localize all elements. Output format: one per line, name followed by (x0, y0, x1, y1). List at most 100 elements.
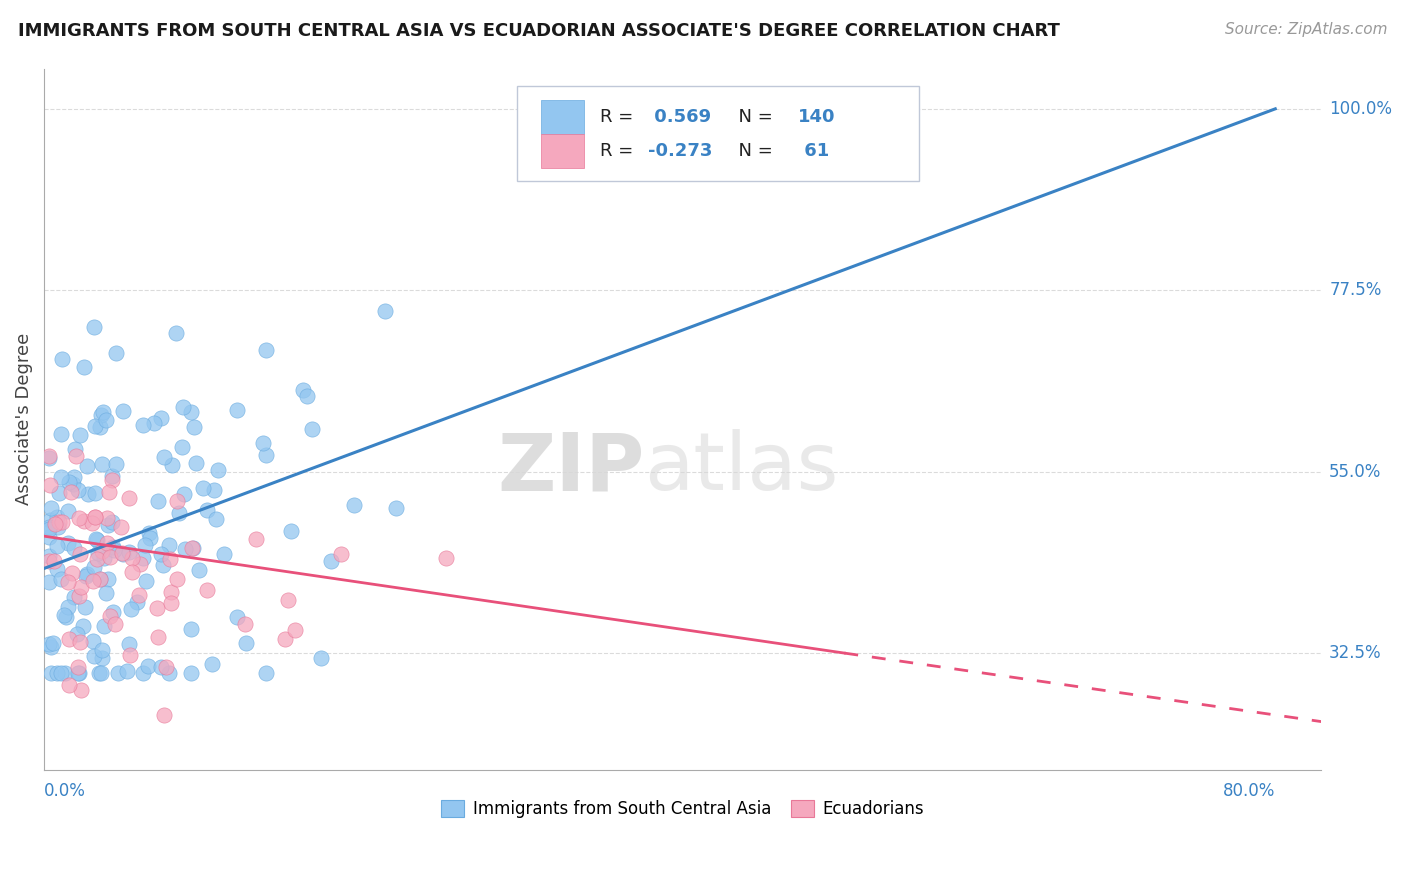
Point (169, 506, 191, 520)
Point (86, 552, 108, 566)
Point (235, 617, 257, 632)
Point (93, 551, 115, 566)
Point (129, 557, 152, 571)
Point (76, 567, 98, 582)
Point (146, 601, 169, 615)
Point (67, 666, 90, 681)
Point (115, 664, 138, 678)
Point (118, 491, 141, 505)
Point (225, 402, 247, 417)
Point (201, 657, 224, 672)
Point (101, 605, 124, 619)
Point (148, 630, 170, 644)
Point (195, 583, 218, 598)
Point (69, 547, 91, 561)
Point (51, 427, 73, 442)
Point (55, 610, 77, 624)
Point (83, 648, 105, 663)
Point (42, 636, 65, 650)
Point (67, 483, 90, 497)
Point (49, 666, 72, 681)
Point (252, 435, 274, 450)
Point (97, 573, 120, 587)
Text: 80.0%: 80.0% (1223, 782, 1275, 800)
Point (89, 420, 111, 434)
Point (245, 532, 267, 546)
Point (65, 442, 87, 456)
Point (63, 590, 86, 604)
Point (155, 660, 177, 674)
Point (121, 565, 143, 579)
Point (38, 522, 60, 536)
Point (274, 632, 297, 646)
Point (342, 498, 364, 512)
Point (104, 346, 127, 360)
Point (58, 678, 80, 692)
Point (69, 427, 91, 442)
Point (97, 517, 120, 532)
Point (112, 403, 135, 417)
Point (254, 666, 277, 681)
Point (162, 458, 184, 472)
Point (87, 546, 110, 560)
Point (103, 543, 125, 558)
Point (67, 590, 90, 604)
Point (111, 545, 134, 559)
Point (143, 416, 166, 430)
Point (66, 626, 89, 640)
Point (111, 547, 134, 561)
Point (98, 609, 121, 624)
Point (183, 420, 205, 434)
Point (180, 405, 202, 419)
Point (96, 511, 118, 525)
Point (110, 520, 132, 534)
Point (104, 616, 127, 631)
Point (96, 586, 118, 600)
Point (39, 501, 62, 516)
Point (121, 551, 143, 566)
Point (51, 515, 73, 529)
Point (101, 473, 124, 487)
Y-axis label: Associate's Degree: Associate's Degree (15, 333, 32, 506)
Point (69, 635, 91, 649)
Point (90, 408, 112, 422)
Point (58, 475, 80, 490)
Point (93, 619, 115, 633)
Text: 100.0%: 100.0% (1329, 100, 1392, 118)
Point (195, 503, 218, 517)
Point (157, 666, 180, 681)
Point (165, 326, 187, 340)
Point (48, 486, 70, 500)
Text: atlas: atlas (644, 429, 839, 508)
Point (38, 450, 60, 465)
Point (87, 666, 110, 681)
Point (226, 610, 249, 624)
Point (205, 512, 228, 526)
Point (38, 554, 60, 568)
Point (65, 449, 87, 463)
Point (160, 584, 183, 599)
Point (235, 636, 257, 650)
Point (84, 509, 107, 524)
Text: 55.0%: 55.0% (1329, 463, 1382, 481)
Point (62, 476, 84, 491)
Point (72, 514, 94, 528)
Point (44, 517, 66, 532)
Point (90, 643, 112, 657)
Point (53, 608, 76, 623)
Point (212, 547, 235, 561)
Point (62, 541, 84, 556)
Point (90, 544, 112, 558)
Point (254, 343, 277, 357)
Text: 61: 61 (797, 142, 830, 161)
Text: Source: ZipAtlas.com: Source: ZipAtlas.com (1225, 22, 1388, 37)
Point (191, 481, 214, 495)
Point (157, 538, 180, 552)
Point (280, 524, 302, 538)
Point (132, 551, 155, 566)
Point (180, 666, 202, 681)
Point (82, 634, 104, 648)
Point (38, 574, 60, 589)
Point (202, 483, 225, 498)
Point (128, 588, 150, 602)
